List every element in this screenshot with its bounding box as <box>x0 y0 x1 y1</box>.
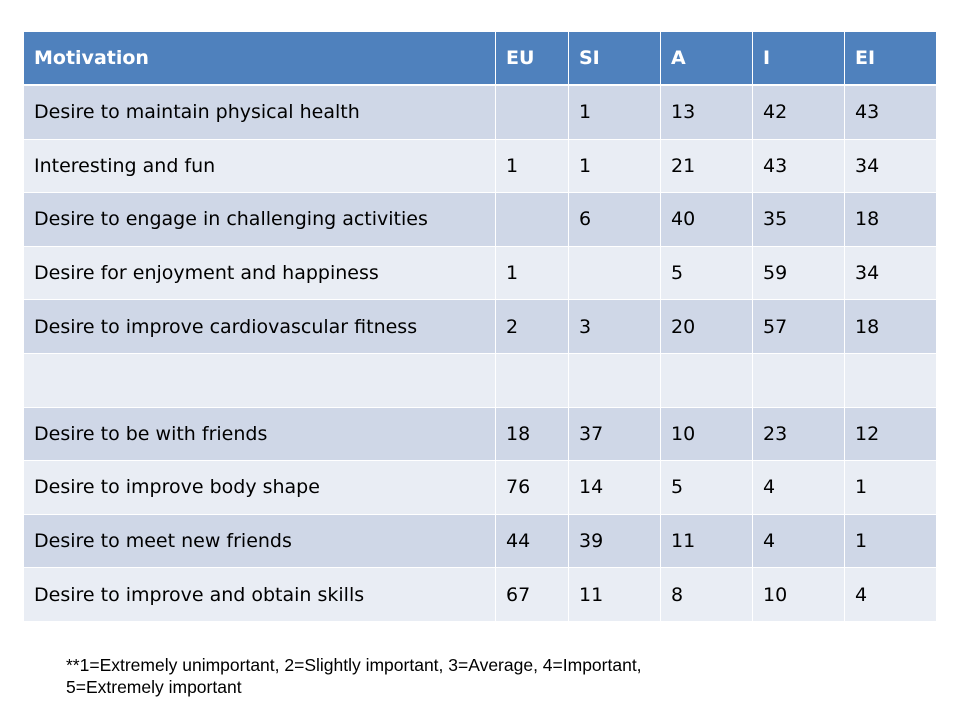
motivation-cell: Desire to be with friends <box>24 407 496 462</box>
motivation-table: Motivation EU SI A I EI Desire to mainta… <box>24 32 936 622</box>
si-cell: 14 <box>569 461 661 515</box>
a-cell: 13 <box>661 86 753 140</box>
ei-cell: 18 <box>845 300 936 354</box>
i-cell <box>753 353 845 408</box>
eu-cell: 1 <box>496 139 569 194</box>
i-cell: 4 <box>753 461 845 515</box>
header-a: A <box>661 32 753 86</box>
a-cell <box>661 353 753 408</box>
a-cell: 8 <box>661 568 753 622</box>
motivation-cell: Desire to engage in challenging activiti… <box>24 193 496 247</box>
table-row: Desire to engage in challenging activiti… <box>24 193 936 247</box>
eu-cell <box>496 353 569 408</box>
table-row: Desire to maintain physical health 1 13 42 4… <box>24 86 936 140</box>
header-eu: EU <box>496 32 569 86</box>
ei-cell: 1 <box>845 461 936 515</box>
eu-cell <box>496 193 569 247</box>
motivation-cell: Desire to improve body shape <box>24 461 496 515</box>
si-cell: 6 <box>569 193 661 247</box>
header-ei: EI <box>845 32 936 86</box>
i-cell: 10 <box>753 568 845 622</box>
a-cell: 21 <box>661 139 753 194</box>
eu-cell: 18 <box>496 407 569 462</box>
i-cell: 59 <box>753 246 845 301</box>
header-motivation: Motivation <box>24 32 496 86</box>
table-row: Desire for enjoyment and happiness 1 5 59 34 <box>24 246 936 301</box>
motivation-cell <box>24 353 496 408</box>
a-cell: 20 <box>661 300 753 354</box>
header-si: SI <box>569 32 661 86</box>
a-cell: 10 <box>661 407 753 462</box>
motivation-cell: Desire to improve and obtain skills <box>24 568 496 622</box>
si-cell: 39 <box>569 514 661 569</box>
eu-cell: 1 <box>496 246 569 301</box>
a-cell: 40 <box>661 193 753 247</box>
eu-cell: 2 <box>496 300 569 354</box>
i-cell: 35 <box>753 193 845 247</box>
i-cell: 42 <box>753 86 845 140</box>
table-body: Desire to maintain physical health 1 13 42 4… <box>24 86 936 622</box>
table-row: Desire to meet new friends 44 39 11 4 1 <box>24 514 936 569</box>
a-cell: 5 <box>661 461 753 515</box>
table-row: Desire to improve body shape 76 14 5 4 1 <box>24 461 936 515</box>
table-row <box>24 353 936 408</box>
motivation-cell: Desire to improve cardiovascular fitness <box>24 300 496 354</box>
ei-cell: 1 <box>845 514 936 569</box>
i-cell: 4 <box>753 514 845 569</box>
si-cell <box>569 353 661 408</box>
footnote: **1=Extremely unimportant, 2=Slightly im… <box>66 654 926 698</box>
eu-cell <box>496 86 569 140</box>
motivation-cell: Desire to meet new friends <box>24 514 496 569</box>
ei-cell: 34 <box>845 246 936 301</box>
ei-cell: 12 <box>845 407 936 462</box>
ei-cell: 34 <box>845 139 936 194</box>
motivation-cell: Desire to maintain physical health <box>24 86 496 140</box>
si-cell: 37 <box>569 407 661 462</box>
i-cell: 43 <box>753 139 845 194</box>
table-header: Motivation EU SI A I EI <box>24 32 936 86</box>
ei-cell: 4 <box>845 568 936 622</box>
i-cell: 57 <box>753 300 845 354</box>
si-cell: 11 <box>569 568 661 622</box>
ei-cell: 18 <box>845 193 936 247</box>
header-i: I <box>753 32 845 86</box>
table-row: Desire to improve cardiovascular fitness… <box>24 300 936 354</box>
motivation-cell: Interesting and fun <box>24 139 496 194</box>
ei-cell <box>845 353 936 408</box>
si-cell: 1 <box>569 139 661 194</box>
si-cell: 3 <box>569 300 661 354</box>
eu-cell: 67 <box>496 568 569 622</box>
motivation-cell: Desire for enjoyment and happiness <box>24 246 496 301</box>
si-cell <box>569 246 661 301</box>
header-row: Motivation EU SI A I EI <box>24 32 936 86</box>
ei-cell: 43 <box>845 86 936 140</box>
table-row: Desire to be with friends 18 37 10 23 12 <box>24 407 936 462</box>
eu-cell: 44 <box>496 514 569 569</box>
eu-cell: 76 <box>496 461 569 515</box>
si-cell: 1 <box>569 86 661 140</box>
a-cell: 5 <box>661 246 753 301</box>
i-cell: 23 <box>753 407 845 462</box>
footnote-line-1: **1=Extremely unimportant, 2=Slightly im… <box>66 655 642 675</box>
a-cell: 11 <box>661 514 753 569</box>
table-row: Interesting and fun 1 1 21 43 34 <box>24 139 936 194</box>
table-row: Desire to improve and obtain skills 67 11 8… <box>24 568 936 622</box>
footnote-line-2: 5=Extremely important <box>66 677 242 697</box>
